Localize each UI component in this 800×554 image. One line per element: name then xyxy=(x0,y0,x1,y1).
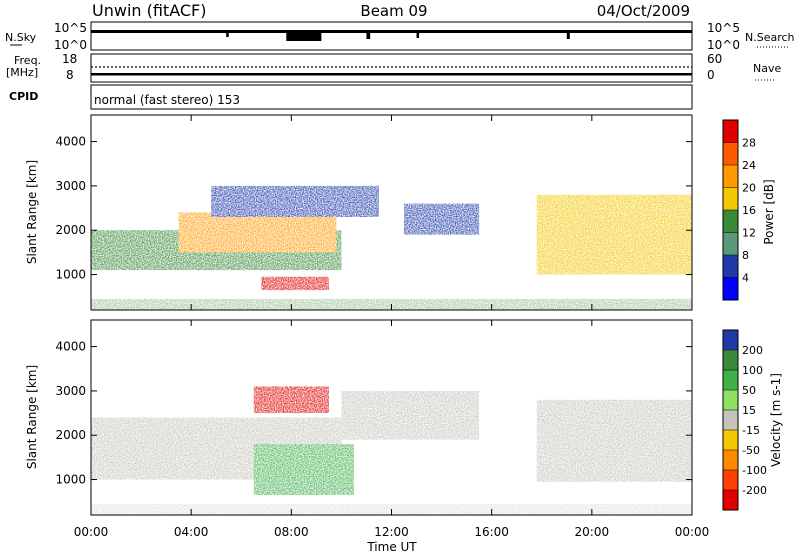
nsky-tick-top: 10^5 xyxy=(54,21,87,35)
power-region-2 xyxy=(261,276,329,291)
power-colorbar-swatch xyxy=(723,120,738,143)
velocity-colorbar-label: Velocity [m s-1] xyxy=(769,373,783,467)
nave-tick-bottom: 0 xyxy=(707,68,715,82)
nsearch-tick-bottom: 10^0 xyxy=(707,38,740,52)
velocity-ytick-label: 3000 xyxy=(55,384,86,398)
nsky-label: N.Sky xyxy=(5,31,37,44)
power-ytick-label: 1000 xyxy=(55,268,86,282)
power-colorbar-swatch xyxy=(723,142,738,165)
velocity-colorbar-swatch xyxy=(723,330,738,350)
power-colorbar-tick: 4 xyxy=(742,272,749,285)
nsky-dip xyxy=(566,33,570,39)
freq-strip: 18 8 60 0 Freq. [MHz] Nave xyxy=(6,52,781,83)
power-colorbar-label: Power [dB] xyxy=(762,179,776,244)
power-colorbar-swatch xyxy=(723,255,738,278)
freq-tick-top: 18 xyxy=(62,52,77,66)
x-tick-label: 00:00 xyxy=(675,525,710,539)
velocity-colorbar-tick: 50 xyxy=(742,384,756,397)
cpid-text: normal (fast stereo) 153 xyxy=(94,93,240,107)
power-colorbar: 28 24 20 16 12 8 4 xyxy=(722,119,756,301)
power-colorbar-tick: 24 xyxy=(742,159,756,172)
nave-label: Nave xyxy=(753,62,781,75)
velocity-colorbar-tick: 200 xyxy=(742,344,763,357)
power-colorbar-tick: 16 xyxy=(742,204,756,217)
velocity-colorbar-swatch xyxy=(723,410,738,430)
power-region-3 xyxy=(211,185,379,217)
velocity-colorbar-tick: -200 xyxy=(742,484,767,497)
nsky-tick-bottom: 10^0 xyxy=(54,38,87,52)
power-panel: 1000 2000 3000 4000 Slant Range [km] 28 24 20… xyxy=(25,114,776,311)
freq-label: Freq. xyxy=(14,54,41,67)
cpid-label: CPID xyxy=(9,90,38,103)
velocity-colorbar-tick: -100 xyxy=(742,464,767,477)
power-colorbar-tick: 8 xyxy=(742,249,749,262)
power-region-4 xyxy=(404,203,480,235)
velocity-ytick-label: 2000 xyxy=(55,428,86,442)
x-tick-label: 20:00 xyxy=(575,525,610,539)
power-region-5 xyxy=(536,194,692,275)
velocity-ytick-label: 1000 xyxy=(55,473,86,487)
x-axis-label: Time UT xyxy=(366,540,417,554)
power-ytick-label: 2000 xyxy=(55,223,86,237)
nsky-dip xyxy=(226,33,229,37)
power-colorbar-swatch xyxy=(723,232,738,255)
velocity-colorbar-tick: -50 xyxy=(742,444,760,457)
nsearch-tick-top: 10^5 xyxy=(707,21,740,35)
velocity-ytick-label: 4000 xyxy=(55,340,86,354)
station-title: Unwin (fitACF) xyxy=(92,1,206,20)
power-region-1 xyxy=(178,212,337,253)
x-axis: 00:00 04:00 08:00 12:00 16:00 20:00 00:00 xyxy=(74,525,710,539)
velocity-colorbar-swatch xyxy=(723,350,738,370)
date-title: 04/Oct/2009 xyxy=(597,2,690,20)
velocity-colorbar-swatch xyxy=(723,470,738,490)
velocity-panel: 1000 2000 3000 4000 Slant Range [km] 200 100… xyxy=(25,319,783,516)
x-tick-label: 08:00 xyxy=(274,525,309,539)
power-colorbar-tick: 20 xyxy=(742,182,756,195)
x-tick-label: 04:00 xyxy=(174,525,209,539)
velocity-colorbar-tick: 100 xyxy=(742,364,763,377)
nsearch-label: N.Search xyxy=(745,31,795,44)
nsky-strip: 10^5 10^0 10^5 10^0 N.Sky N.Search xyxy=(5,21,795,52)
freq-tick-bottom: 8 xyxy=(66,68,74,82)
velocity-colorbar-tick: 15 xyxy=(742,404,756,417)
x-tick-label: 00:00 xyxy=(74,525,109,539)
x-tick-label: 12:00 xyxy=(374,525,409,539)
power-colorbar-swatch xyxy=(723,210,738,233)
velocity-region-3 xyxy=(341,390,480,440)
velocity-colorbar: 200 100 50 15 -15 -50 -100 -200 xyxy=(722,329,767,511)
velocity-ylabel: Slant Range [km] xyxy=(25,365,39,469)
x-tick-label: 16:00 xyxy=(474,525,509,539)
velocity-region-4 xyxy=(536,399,692,482)
power-ylabel: Slant Range [km] xyxy=(25,160,39,264)
nsky-dip xyxy=(366,33,371,39)
nave-tick-top: 60 xyxy=(707,52,722,66)
beam-title: Beam 09 xyxy=(360,2,427,20)
velocity-colorbar-swatch xyxy=(723,450,738,470)
velocity-colorbar-swatch xyxy=(723,370,738,390)
cpid-strip: CPID normal (fast stereo) 153 xyxy=(9,84,693,110)
freq-unit: [MHz] xyxy=(6,66,38,79)
velocity-colorbar-swatch xyxy=(723,390,738,410)
power-colorbar-swatch xyxy=(723,165,738,188)
velocity-colorbar-swatch xyxy=(723,490,738,510)
velocity-colorbar-swatch xyxy=(723,430,738,450)
power-ytick-label: 3000 xyxy=(55,179,86,193)
power-ytick-label: 4000 xyxy=(55,135,86,149)
velocity-region-1 xyxy=(253,386,329,414)
nsky-dip xyxy=(416,33,420,38)
power-colorbar-swatch xyxy=(723,187,738,210)
power-colorbar-tick: 12 xyxy=(742,227,756,240)
velocity-colorbar-tick: -15 xyxy=(742,424,760,437)
power-colorbar-swatch xyxy=(723,277,738,300)
power-colorbar-tick: 28 xyxy=(742,137,756,150)
nsky-dip xyxy=(286,33,322,41)
velocity-region-2 xyxy=(253,444,354,496)
